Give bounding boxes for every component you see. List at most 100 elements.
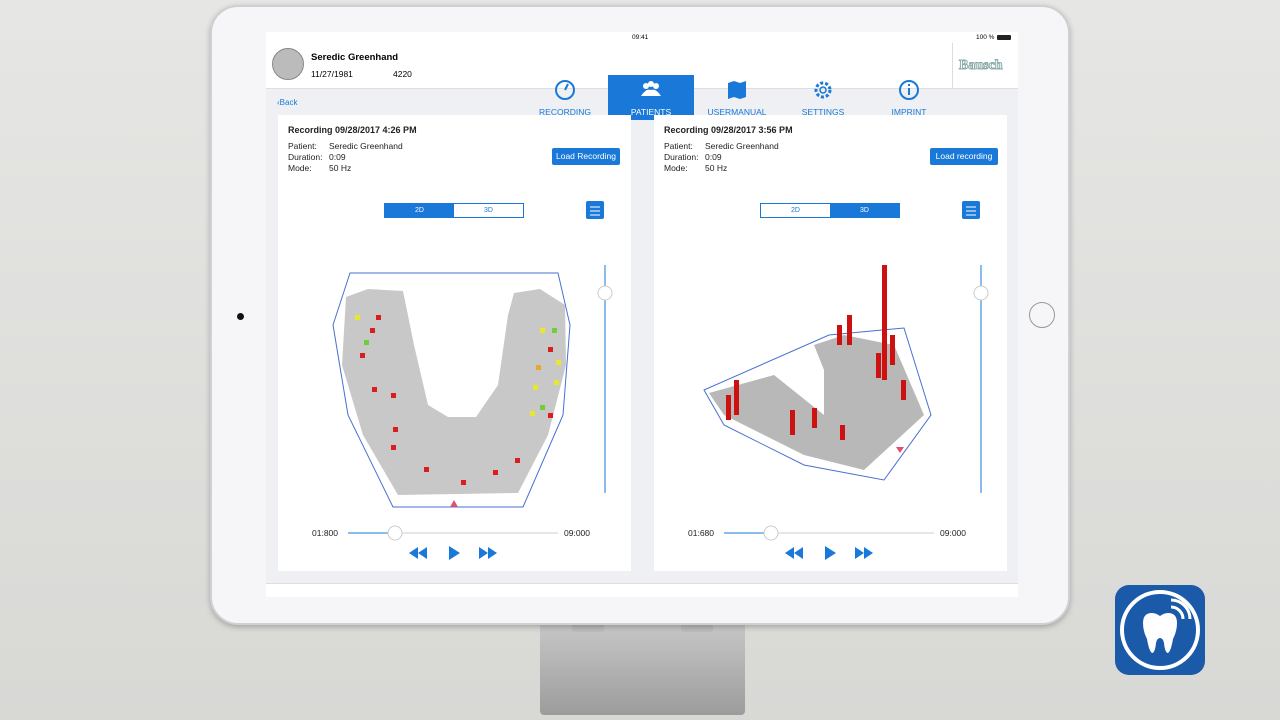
brand-box: Bausch [952,43,1018,88]
field-value: 0:09 [329,152,346,162]
nav-icon[interactable] [554,79,576,101]
nav-label[interactable]: USERMANUAL [707,107,767,117]
pressure-bar [847,315,852,345]
nav-label[interactable]: SETTINGS [801,107,845,117]
pressure-cell [376,315,381,320]
camera [237,313,244,320]
battery-icon [997,35,1011,40]
pressure-cell [461,480,466,485]
forward-button [479,547,488,559]
visualization [332,201,613,560]
nav-icon-graphic[interactable] [640,79,662,101]
nav-icon-graphic[interactable] [726,79,748,101]
mode-option[interactable]: 2D [791,207,800,214]
patient-name: Seredic Greenhand [311,52,399,63]
nav-icon-graphic[interactable] [812,79,834,101]
pressure-cell [393,427,398,432]
mode-option[interactable]: 3D [484,207,493,214]
vertical-slider-knob [973,285,989,301]
visualization [703,201,989,560]
nav-item[interactable]: RECORDING [522,75,608,120]
timeline-knob [387,525,403,541]
field-value: Seredic Greenhand [705,141,779,151]
nav-icon-graphic[interactable] [898,79,920,101]
nav-item[interactable]: USERMANUAL [694,75,780,120]
nav-item[interactable]: PATIENTS [608,75,694,120]
pressure-bar [840,425,845,440]
avatar [272,48,304,80]
mode-option[interactable]: 2D [385,204,454,217]
back-text[interactable]: Back [279,98,298,107]
field-label: Duration: [664,152,699,162]
pressure-bar [882,265,887,380]
nav-label[interactable]: RECORDING [539,107,591,117]
pressure-bar [812,408,817,428]
status-time: 09:41 [632,34,649,41]
pressure-bar [790,410,795,435]
front-marker [450,500,458,507]
field-label: Duration: [288,152,323,162]
tooth-arch [342,289,566,495]
field-label: Mode: [288,163,312,173]
pressure-cell [391,445,396,450]
nav-label[interactable]: PATIENTS [630,107,672,117]
pressure-bar [890,335,895,365]
nav-item[interactable]: SETTINGS [780,75,866,120]
field-value: Seredic Greenhand [329,141,403,151]
pressure-cell [536,365,541,370]
pressure-bar [901,380,906,400]
app-icon-graphic [1120,590,1200,670]
field-value: 50 Hz [705,163,728,173]
time-end: 09:000 [940,528,966,538]
mode-toggle[interactable]: 2D 3D [760,203,900,218]
pressure-cell [360,353,365,358]
time-end: 09:000 [564,528,590,538]
back-link[interactable]: ‹Back [277,98,298,107]
field-label: Patient: [288,141,317,151]
field-value: 0:09 [705,152,722,162]
pressure-cell [355,315,360,320]
pressure-cell [493,470,498,475]
pressure-cell [391,393,396,398]
notes-icon [962,201,980,219]
field-value: 50 Hz [329,163,352,173]
mode-option[interactable]: 3D [830,204,899,217]
pressure-cell [424,467,429,472]
patient-id: 4220 [393,69,412,79]
load-button[interactable]: Load recording [930,148,998,165]
forward-button [864,547,873,559]
mode-toggle[interactable]: 2D 3D [384,203,524,218]
nav-icon[interactable] [640,79,662,101]
nav-icon-graphic[interactable] [554,79,576,101]
status-bar: 09:41 100 % [266,32,1018,43]
field-label: Patient: [664,141,693,151]
nav-icon[interactable] [726,79,748,101]
forward-button [855,547,864,559]
pressure-cell [540,328,545,333]
notes-icon [586,201,604,219]
nav-item[interactable]: IMPRINT [866,75,952,120]
front-marker [896,447,904,453]
header: Seredic Greenhand 11/27/1981 4220 Bausch [266,43,1018,89]
recording-panel: Recording 09/28/2017 3:56 PM Patient: Sere… [654,115,1007,571]
play-button [825,546,836,560]
nav-icon[interactable] [812,79,834,101]
pressure-cell [515,458,520,463]
home-button[interactable] [1029,302,1055,328]
rewind-button [785,547,794,559]
pressure-cell [540,405,545,410]
load-button[interactable]: Load Recording [552,148,620,165]
sensor-outline [703,327,932,481]
pressure-cell [530,411,535,416]
tooth-arch [709,335,924,470]
time-start: 01:800 [312,528,338,538]
app-icon [1115,585,1205,675]
pressure-cell [364,340,369,345]
time-start: 01:680 [688,528,714,538]
rewind-button [794,547,803,559]
nav-icon[interactable] [898,79,920,101]
nav-label[interactable]: IMPRINT [891,107,927,117]
brand: Bausch [959,58,1004,74]
pressure-cell [548,347,553,352]
